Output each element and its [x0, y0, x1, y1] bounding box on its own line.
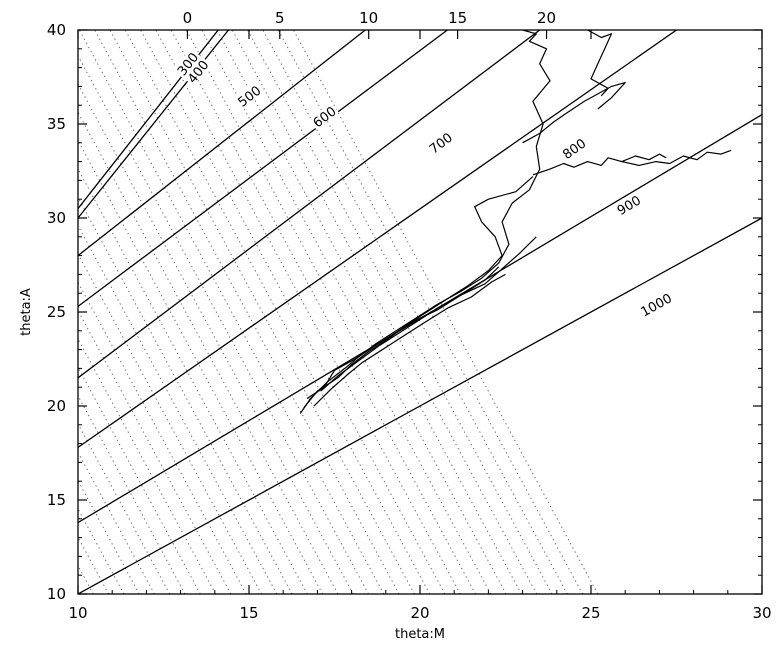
- top-tick-label: 5: [275, 9, 285, 27]
- trajectory-line: [313, 273, 506, 407]
- contour-line-500: [78, 30, 366, 257]
- x-tick-label: 15: [239, 604, 258, 622]
- dotted-contour-line: [78, 167, 308, 594]
- top-tick-label: 0: [183, 9, 193, 27]
- dotted-contour-layer: [78, 30, 599, 594]
- y-tick-label: 30: [47, 209, 66, 227]
- trajectory-line: [522, 81, 626, 144]
- contour-label-1000: 1000: [639, 291, 675, 320]
- contour-label-background: [308, 102, 340, 130]
- x-tick-label: 10: [68, 604, 87, 622]
- contour-line-600: [78, 30, 448, 307]
- y-tick-label: 15: [47, 491, 66, 509]
- y-axis-label: theta:A: [19, 288, 34, 336]
- y-tick-label: 40: [47, 21, 66, 39]
- trajectory-line: [320, 266, 500, 392]
- contour-label-background: [173, 48, 201, 79]
- trajectory-layer: [299, 30, 732, 414]
- contour-line-1000: [78, 217, 762, 594]
- y-tick-label: 35: [47, 115, 66, 133]
- dotted-contour-line: [124, 30, 431, 594]
- dotted-contour-line: [78, 252, 262, 594]
- axis-tick-layer: 10 15 20 25 30 10 15 20 25 30 35 40 0 5 10 15 20: [47, 9, 772, 622]
- contour-label-background: [425, 128, 456, 157]
- contour-label-background: [558, 134, 589, 162]
- contour-label-background: [233, 81, 264, 110]
- contour-label-background: [612, 191, 644, 218]
- dotted-contour-line: [109, 30, 415, 594]
- top-tick-label: 20: [537, 9, 556, 27]
- trajectory-line: [303, 176, 534, 409]
- y-tick-label: 20: [47, 397, 66, 415]
- dotted-contour-line: [247, 30, 553, 594]
- dotted-contour-line: [78, 30, 385, 594]
- dotted-contour-line: [293, 30, 599, 594]
- contour-label-background: [640, 291, 672, 317]
- dotted-contour-line: [201, 30, 507, 594]
- dotted-contour-line: [78, 139, 324, 594]
- contour-line-800: [78, 30, 677, 448]
- dotted-contour-line: [216, 30, 522, 594]
- y-tick-label: 10: [47, 585, 66, 603]
- dotted-contour-line: [170, 30, 476, 594]
- contour-label-background: [183, 56, 212, 87]
- x-tick-label: 25: [581, 604, 600, 622]
- trajectory-line: [587, 30, 613, 97]
- dotted-contour-line: [140, 30, 446, 594]
- y-tick-label: 25: [47, 303, 66, 321]
- dotted-contour-line: [94, 30, 400, 594]
- dotted-contour-line: [231, 30, 538, 594]
- dotted-contour-line: [78, 281, 247, 594]
- top-tick-label: 10: [359, 9, 378, 27]
- x-tick-label: 20: [410, 604, 429, 622]
- dotted-contour-line: [262, 30, 568, 594]
- contour-line-400: [78, 30, 230, 219]
- dotted-contour-line: [78, 83, 354, 594]
- top-tick-label: 15: [448, 9, 467, 27]
- dotted-contour-line: [78, 224, 278, 594]
- trajectory-line: [299, 30, 551, 414]
- dotted-contour-line: [78, 309, 232, 594]
- x-tick-label: 30: [752, 604, 771, 622]
- trajectory-line: [532, 153, 667, 176]
- trajectory-line: [621, 149, 732, 166]
- dotted-contour-line: [78, 111, 339, 594]
- dotted-contour-line: [78, 592, 79, 594]
- dotted-contour-line: [78, 196, 293, 594]
- trajectory-line: [306, 236, 537, 400]
- x-axis-label: theta:M: [395, 627, 445, 642]
- dotted-contour-line: [155, 30, 461, 594]
- dotted-contour-line: [185, 30, 492, 594]
- contour-line-700: [78, 30, 541, 379]
- dotted-contour-line: [78, 54, 369, 594]
